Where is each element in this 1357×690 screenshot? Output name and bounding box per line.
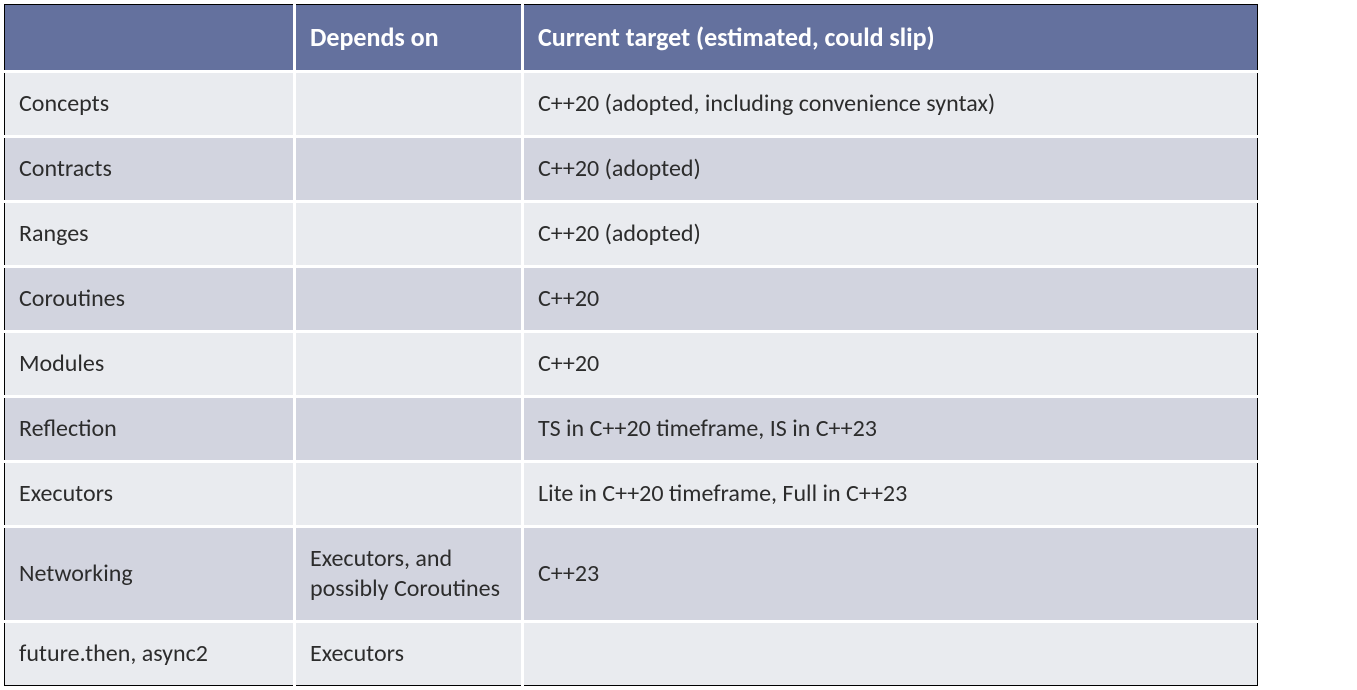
table-row: future.then, async2 Executors [5, 621, 1258, 685]
table-header-row: Depends on Current target (estimated, co… [5, 5, 1258, 72]
table-row: Networking Executors, and possibly Corou… [5, 526, 1258, 621]
cell-feature: Ranges [5, 201, 295, 266]
cell-target: C++20 (adopted) [523, 201, 1258, 266]
table-row: Ranges C++20 (adopted) [5, 201, 1258, 266]
cell-feature: future.then, async2 [5, 621, 295, 685]
cell-depends: Executors, and possibly Coroutines [295, 526, 523, 621]
cell-feature: Modules [5, 331, 295, 396]
cell-feature: Reflection [5, 396, 295, 461]
cell-depends: Executors [295, 621, 523, 685]
cell-target [523, 621, 1258, 685]
cell-target: C++20 [523, 266, 1258, 331]
cell-target: TS in C++20 timeframe, IS in C++23 [523, 396, 1258, 461]
table-row: Concepts C++20 (adopted, including conve… [5, 71, 1258, 136]
table-row: Reflection TS in C++20 timeframe, IS in … [5, 396, 1258, 461]
cell-depends [295, 201, 523, 266]
cell-target: Lite in C++20 timeframe, Full in C++23 [523, 461, 1258, 526]
cell-target: C++23 [523, 526, 1258, 621]
cell-depends [295, 71, 523, 136]
cell-depends [295, 266, 523, 331]
cell-target: C++20 (adopted) [523, 136, 1258, 201]
cell-depends [295, 136, 523, 201]
table-body: Concepts C++20 (adopted, including conve… [5, 71, 1258, 685]
col-header-depends: Depends on [295, 5, 523, 72]
table-row: Coroutines C++20 [5, 266, 1258, 331]
cell-feature: Executors [5, 461, 295, 526]
cell-feature: Networking [5, 526, 295, 621]
cell-depends [295, 461, 523, 526]
col-header-target: Current target (estimated, could slip) [523, 5, 1258, 72]
cell-depends [295, 396, 523, 461]
table-row: Modules C++20 [5, 331, 1258, 396]
cell-feature: Coroutines [5, 266, 295, 331]
table-row: Contracts C++20 (adopted) [5, 136, 1258, 201]
col-header-feature [5, 5, 295, 72]
table-row: Executors Lite in C++20 timeframe, Full … [5, 461, 1258, 526]
cell-target: C++20 [523, 331, 1258, 396]
cell-depends [295, 331, 523, 396]
cell-feature: Contracts [5, 136, 295, 201]
cell-target: C++20 (adopted, including convenience sy… [523, 71, 1258, 136]
cpp-features-table: Depends on Current target (estimated, co… [4, 4, 1258, 686]
cell-feature: Concepts [5, 71, 295, 136]
